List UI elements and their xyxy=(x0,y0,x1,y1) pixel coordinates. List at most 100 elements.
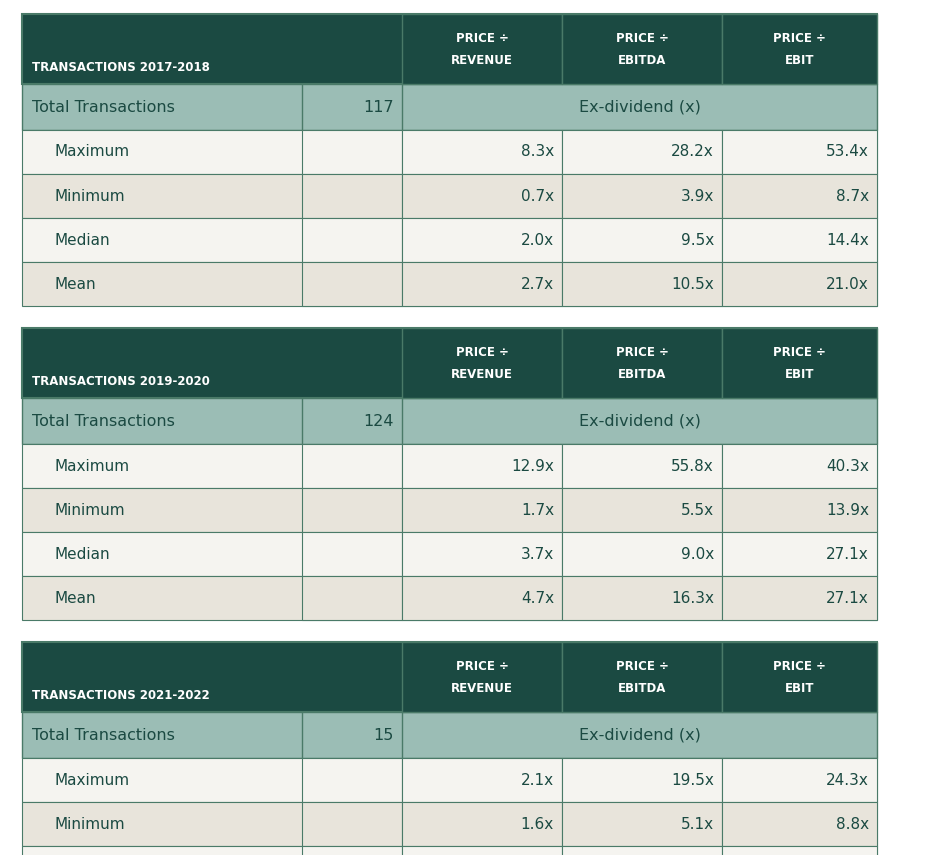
Bar xyxy=(721,130,876,174)
Bar xyxy=(401,642,562,712)
Bar xyxy=(562,532,721,576)
Text: PRICE ÷: PRICE ÷ xyxy=(772,32,825,44)
Text: Mean: Mean xyxy=(54,276,95,292)
Bar xyxy=(302,712,401,758)
Text: 27.1x: 27.1x xyxy=(825,591,868,605)
Bar xyxy=(721,14,876,84)
Bar xyxy=(721,262,876,306)
Text: PRICE ÷: PRICE ÷ xyxy=(615,345,667,358)
Bar xyxy=(562,846,721,855)
Text: EBITDA: EBITDA xyxy=(617,54,666,67)
Text: Mean: Mean xyxy=(54,591,95,605)
Bar xyxy=(721,576,876,620)
Text: 12.9x: 12.9x xyxy=(511,458,553,474)
Text: Minimum: Minimum xyxy=(54,188,125,203)
Text: Total Transactions: Total Transactions xyxy=(32,99,175,115)
Text: 55.8x: 55.8x xyxy=(670,458,714,474)
Text: 19.5x: 19.5x xyxy=(670,773,714,787)
Text: 2.1x: 2.1x xyxy=(520,773,553,787)
Bar xyxy=(721,758,876,802)
Text: Median: Median xyxy=(54,546,110,562)
Text: Total Transactions: Total Transactions xyxy=(32,414,175,428)
Text: 124: 124 xyxy=(363,414,394,428)
Bar xyxy=(401,262,562,306)
Bar xyxy=(302,488,401,532)
Text: 21.0x: 21.0x xyxy=(825,276,868,292)
Bar xyxy=(562,14,721,84)
Bar xyxy=(22,398,876,444)
Text: EBIT: EBIT xyxy=(784,681,814,694)
Text: REVENUE: REVENUE xyxy=(450,368,513,380)
Text: 117: 117 xyxy=(363,99,394,115)
Text: 5.5x: 5.5x xyxy=(681,503,714,517)
Bar xyxy=(721,328,876,398)
Text: 15: 15 xyxy=(373,728,394,742)
Bar xyxy=(302,262,401,306)
Bar xyxy=(562,758,721,802)
Text: 28.2x: 28.2x xyxy=(670,144,714,160)
Text: 2.0x: 2.0x xyxy=(520,233,553,247)
Bar xyxy=(401,488,562,532)
Bar xyxy=(401,758,562,802)
Bar xyxy=(302,576,401,620)
Bar xyxy=(401,444,562,488)
Text: PRICE ÷: PRICE ÷ xyxy=(455,345,508,358)
Text: 53.4x: 53.4x xyxy=(825,144,868,160)
Bar xyxy=(562,444,721,488)
Text: Ex-dividend (x): Ex-dividend (x) xyxy=(578,99,700,115)
Bar xyxy=(22,712,876,758)
Bar xyxy=(401,328,562,398)
Text: 8.8x: 8.8x xyxy=(835,817,868,832)
Text: EBIT: EBIT xyxy=(784,368,814,380)
Bar xyxy=(562,174,721,218)
Text: 3.7x: 3.7x xyxy=(520,546,553,562)
Text: 8.7x: 8.7x xyxy=(835,188,868,203)
Bar xyxy=(401,174,562,218)
Text: PRICE ÷: PRICE ÷ xyxy=(455,32,508,44)
Bar xyxy=(562,642,721,712)
Text: EBITDA: EBITDA xyxy=(617,681,666,694)
Bar xyxy=(721,218,876,262)
Bar xyxy=(302,532,401,576)
Bar xyxy=(401,532,562,576)
Text: 14.4x: 14.4x xyxy=(825,233,868,247)
Bar xyxy=(562,218,721,262)
Bar xyxy=(302,218,401,262)
Bar xyxy=(562,802,721,846)
Text: Minimum: Minimum xyxy=(54,503,125,517)
Text: PRICE ÷: PRICE ÷ xyxy=(772,345,825,358)
Bar xyxy=(302,846,401,855)
Bar xyxy=(721,846,876,855)
Bar xyxy=(302,802,401,846)
Text: Maximum: Maximum xyxy=(54,144,129,160)
Text: 1.6x: 1.6x xyxy=(520,817,553,832)
Bar xyxy=(401,576,562,620)
Text: REVENUE: REVENUE xyxy=(450,54,513,67)
Text: REVENUE: REVENUE xyxy=(450,681,513,694)
Bar xyxy=(401,802,562,846)
Bar xyxy=(401,218,562,262)
Bar xyxy=(22,488,876,532)
Bar xyxy=(562,488,721,532)
Text: 3.9x: 3.9x xyxy=(680,188,714,203)
Text: 1.7x: 1.7x xyxy=(520,503,553,517)
Bar xyxy=(22,130,876,174)
Text: EBIT: EBIT xyxy=(784,54,814,67)
Bar xyxy=(22,174,876,218)
Text: 24.3x: 24.3x xyxy=(825,773,868,787)
Text: 0.7x: 0.7x xyxy=(520,188,553,203)
Bar xyxy=(562,576,721,620)
Bar xyxy=(401,14,562,84)
Text: Ex-dividend (x): Ex-dividend (x) xyxy=(578,728,700,742)
Bar xyxy=(721,802,876,846)
Text: 13.9x: 13.9x xyxy=(825,503,868,517)
Bar xyxy=(22,576,876,620)
Bar xyxy=(22,218,876,262)
Bar xyxy=(22,532,876,576)
Text: Minimum: Minimum xyxy=(54,817,125,832)
Bar xyxy=(22,14,876,84)
Text: Maximum: Maximum xyxy=(54,458,129,474)
Text: Total Transactions: Total Transactions xyxy=(32,728,175,742)
Text: Maximum: Maximum xyxy=(54,773,129,787)
Bar xyxy=(302,758,401,802)
